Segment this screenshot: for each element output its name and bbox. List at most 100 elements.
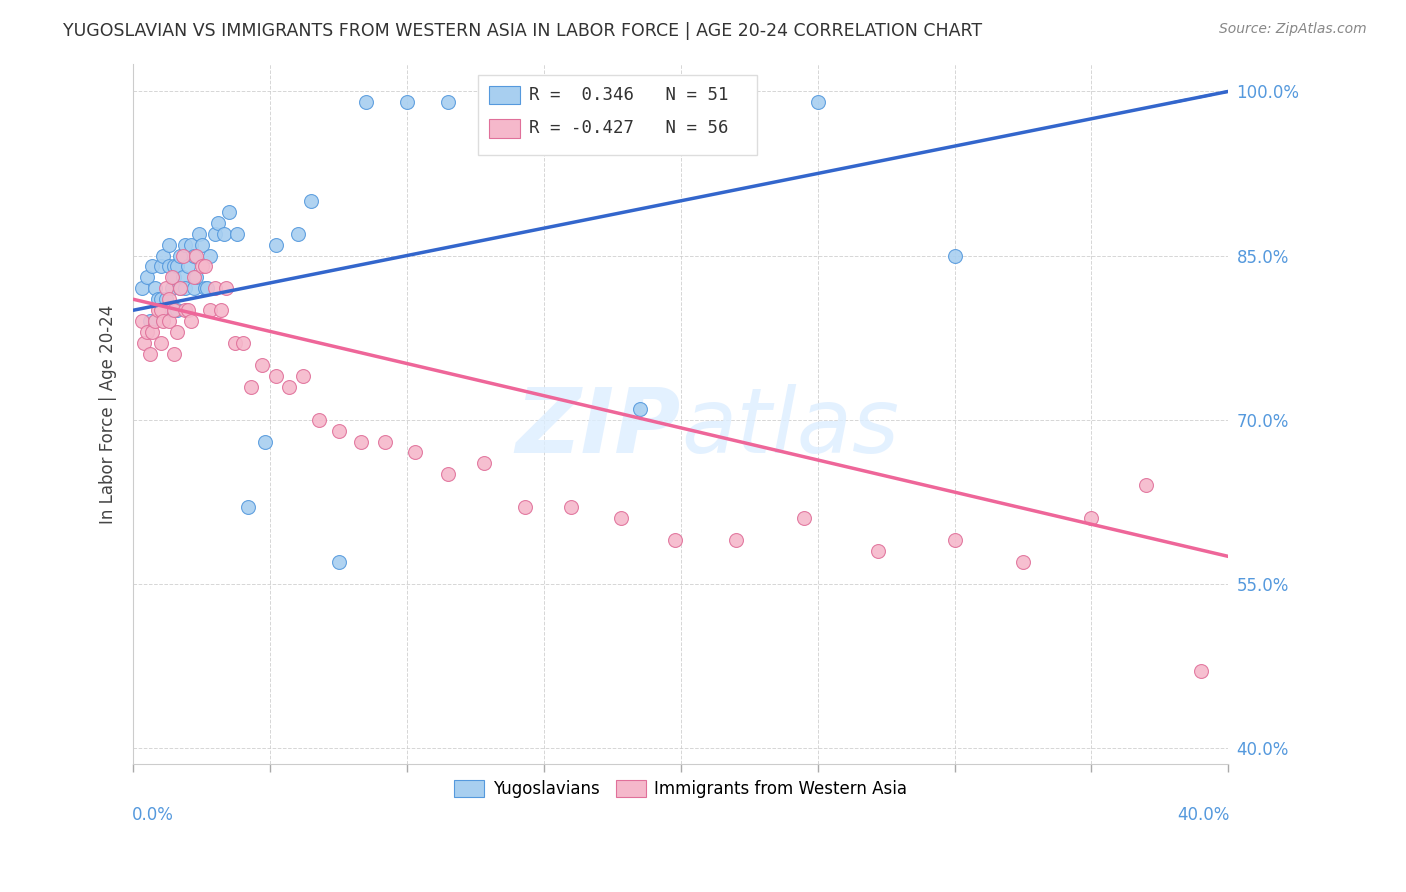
Point: [472, 457, 495, 471]
Point: [157, 314, 180, 328]
Text: YUGOSLAVIAN VS IMMIGRANTS FROM WESTERN ASIA IN LABOR FORCE | AGE 20-24 CORRELATI: YUGOSLAVIAN VS IMMIGRANTS FROM WESTERN A…: [63, 22, 983, 40]
Point: [250, 358, 273, 372]
Point: [163, 270, 186, 285]
Point: [169, 248, 191, 262]
Point: [1012, 555, 1035, 569]
Point: [163, 260, 186, 274]
Point: [866, 544, 889, 558]
Point: [160, 270, 183, 285]
Point: [160, 303, 183, 318]
Point: [195, 281, 218, 295]
FancyBboxPatch shape: [478, 75, 758, 155]
Point: [253, 434, 276, 449]
Point: [166, 325, 188, 339]
Point: [131, 281, 153, 295]
Text: atlas: atlas: [681, 384, 898, 472]
Point: [204, 281, 226, 295]
Point: [396, 95, 419, 110]
Text: 0.0%: 0.0%: [132, 806, 174, 824]
Point: [193, 281, 215, 295]
Point: [209, 303, 232, 318]
Point: [141, 325, 163, 339]
Point: [191, 237, 214, 252]
Point: [177, 260, 200, 274]
Point: [793, 511, 815, 525]
Point: [146, 293, 169, 307]
Point: [139, 347, 162, 361]
Point: [160, 281, 183, 295]
Point: [157, 260, 180, 274]
Point: [232, 336, 254, 351]
Point: [174, 237, 197, 252]
Point: [807, 95, 830, 110]
Point: [134, 336, 156, 351]
Text: 40.0%: 40.0%: [1177, 806, 1229, 824]
Point: [157, 237, 180, 252]
Point: [1189, 665, 1212, 679]
Text: Source: ZipAtlas.com: Source: ZipAtlas.com: [1219, 22, 1367, 37]
Point: [240, 380, 263, 394]
Point: [505, 95, 527, 110]
Point: [183, 248, 205, 262]
Legend: Yugoslavians, Immigrants from Western Asia: Yugoslavians, Immigrants from Western As…: [447, 773, 914, 805]
Point: [354, 95, 377, 110]
Point: [609, 511, 631, 525]
Point: [143, 314, 166, 328]
Text: ZIP: ZIP: [516, 384, 681, 472]
Point: [166, 303, 188, 318]
Point: [183, 281, 205, 295]
Point: [238, 500, 260, 515]
Point: [207, 216, 229, 230]
Point: [172, 248, 194, 262]
Point: [226, 227, 249, 241]
Point: [628, 401, 651, 416]
Point: [513, 500, 536, 515]
Point: [328, 555, 350, 569]
Point: [724, 533, 747, 547]
Point: [149, 303, 172, 318]
Point: [152, 314, 174, 328]
Point: [292, 368, 315, 383]
Point: [152, 248, 174, 262]
Point: [664, 533, 686, 547]
Point: [172, 270, 194, 285]
Point: [186, 270, 208, 285]
Point: [163, 303, 186, 318]
Point: [139, 314, 162, 328]
Point: [198, 248, 221, 262]
FancyBboxPatch shape: [489, 120, 520, 137]
Point: [224, 336, 246, 351]
Point: [1135, 478, 1157, 492]
Point: [149, 293, 172, 307]
Text: R =  0.346   N = 51: R = 0.346 N = 51: [529, 86, 728, 103]
Point: [177, 303, 200, 318]
Point: [191, 260, 214, 274]
Point: [218, 204, 240, 219]
Point: [437, 95, 460, 110]
Point: [1080, 511, 1102, 525]
Point: [374, 434, 396, 449]
Point: [943, 248, 966, 262]
Point: [264, 368, 287, 383]
Point: [943, 533, 966, 547]
Point: [131, 314, 153, 328]
Point: [328, 424, 350, 438]
Point: [287, 227, 309, 241]
Point: [174, 281, 197, 295]
Point: [299, 194, 322, 208]
Point: [308, 412, 330, 426]
Point: [560, 500, 582, 515]
Point: [157, 293, 180, 307]
Point: [278, 380, 301, 394]
Point: [169, 281, 191, 295]
Point: [198, 303, 221, 318]
Point: [215, 281, 238, 295]
FancyBboxPatch shape: [489, 86, 520, 104]
Point: [166, 260, 188, 274]
Point: [136, 325, 159, 339]
Point: [264, 237, 287, 252]
Point: [188, 227, 211, 241]
Text: R = -0.427   N = 56: R = -0.427 N = 56: [529, 120, 728, 137]
Y-axis label: In Labor Force | Age 20-24: In Labor Force | Age 20-24: [100, 304, 117, 524]
Point: [174, 303, 197, 318]
